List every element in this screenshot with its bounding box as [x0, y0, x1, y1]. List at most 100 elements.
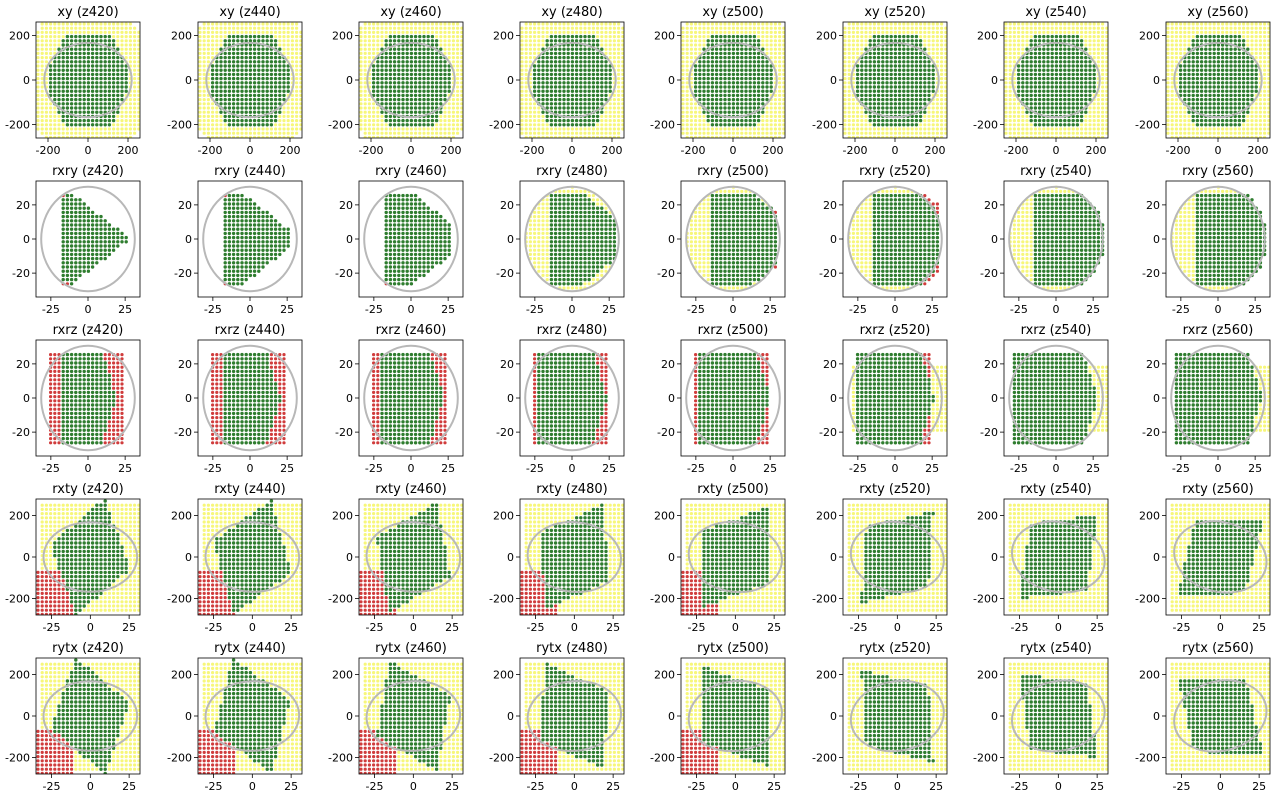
- y-tick-label: -200: [328, 119, 353, 132]
- inside-points: [549, 193, 617, 286]
- y-tick-label: -200: [812, 592, 837, 605]
- reference-circle: [205, 41, 295, 119]
- x-tick-label: 0: [1217, 621, 1224, 634]
- subplot-title: xy (z460): [380, 5, 441, 20]
- outside-points: [202, 503, 302, 612]
- x-tick-label: -25: [527, 621, 545, 634]
- x-tick-label: 25: [280, 462, 294, 475]
- inside-points: [855, 352, 935, 445]
- outside-points: [524, 503, 624, 612]
- plot-area: [40, 344, 136, 452]
- y-tick-label: -20: [980, 267, 998, 280]
- x-tick-label: -25: [850, 780, 868, 793]
- y-tick-label: 0: [668, 710, 675, 723]
- reference-circle: [847, 185, 943, 293]
- x-tick-label: -200: [843, 144, 868, 157]
- subplot-title: rytx (z460): [375, 641, 447, 656]
- x-tick-label: 25: [925, 462, 939, 475]
- x-tick-label: -200: [681, 144, 706, 157]
- y-tick-label: 20: [16, 199, 30, 212]
- subplot-xy-z520-: xy (z520) -200 0 200 -200 0 200: [812, 5, 948, 157]
- plot-area: [843, 22, 947, 138]
- x-tick-label: 25: [284, 780, 298, 793]
- y-tick-label: 0: [346, 392, 353, 405]
- subplot-rxrz-z540-: rxrz (z540) -25 0 25 -20 0 20: [980, 323, 1109, 475]
- y-tick-label: -200: [489, 119, 514, 132]
- reference-circle: [1008, 185, 1104, 293]
- y-tick-label: 20: [823, 199, 837, 212]
- subplot-xy-z560-: xy (z560) -200 0 200 -200 0 200: [1135, 5, 1271, 157]
- x-tick-label: 25: [1248, 303, 1262, 316]
- y-tick-label: 200: [9, 669, 30, 682]
- y-tick-label: 20: [178, 199, 192, 212]
- y-tick-label: -20: [657, 267, 675, 280]
- x-tick-label: 25: [767, 780, 781, 793]
- subplot-rxry-z500-: rxry (z500) -25 0 25 -20 0 20: [657, 164, 786, 316]
- x-tick-label: 25: [1090, 621, 1104, 634]
- subplot-rxrz-z460-: rxrz (z460) -25 0 25 -20 0 20: [335, 323, 464, 475]
- inside-points: [1012, 352, 1096, 445]
- x-tick-label: 25: [602, 303, 616, 316]
- plot-area: [202, 344, 298, 452]
- y-tick-label: 200: [171, 29, 192, 42]
- plot-area: [36, 22, 140, 138]
- x-tick-label: 200: [118, 144, 139, 157]
- y-tick-label: 200: [977, 669, 998, 682]
- subplot-rxty-z540-: rxty (z540) -25 0 25 -200 0 200: [973, 482, 1109, 634]
- y-tick-label: 0: [185, 710, 192, 723]
- subplot-rytx-z440-: rytx (z440) -25 0 25 -200 0 200: [167, 641, 303, 793]
- x-tick-label: 25: [445, 780, 459, 793]
- outside-points: [685, 662, 785, 771]
- subplot-title: rxrz (z420): [53, 323, 124, 338]
- y-tick-label: -200: [489, 751, 514, 764]
- inside-points: [384, 193, 451, 286]
- y-tick-label: 0: [991, 233, 998, 246]
- y-tick-label: 0: [991, 392, 998, 405]
- x-tick-label: 25: [441, 462, 455, 475]
- x-tick-label: 0: [892, 144, 899, 157]
- x-tick-label: 25: [925, 303, 939, 316]
- inside-points: [541, 503, 608, 608]
- reference-circle: [1010, 679, 1106, 753]
- y-tick-label: -200: [328, 592, 353, 605]
- x-tick-label: -25: [43, 621, 61, 634]
- reference-circle: [42, 680, 139, 752]
- inside-points: [872, 193, 940, 286]
- x-tick-label: 25: [1086, 303, 1100, 316]
- failing-points: [36, 570, 74, 615]
- reference-circle: [524, 185, 620, 293]
- y-tick-label: 0: [668, 233, 675, 246]
- subplot-rxrz-z520-: rxrz (z520) -25 0 25 -20 0 20: [819, 323, 948, 475]
- x-tick-label: 0: [408, 303, 415, 316]
- y-tick-label: 0: [1153, 392, 1160, 405]
- reference-circle: [688, 41, 778, 119]
- y-tick-label: 200: [493, 669, 514, 682]
- y-tick-label: 200: [816, 669, 837, 682]
- plot-area: [1170, 185, 1267, 293]
- reference-circle: [363, 185, 459, 293]
- x-tick-label: -25: [366, 780, 384, 793]
- inside-points: [710, 193, 778, 286]
- subplot-rytx-z500-: rytx (z500) -25 0 25 -200 0 200: [650, 641, 786, 793]
- subplot-rxrz-z480-: rxrz (z480) -25 0 25 -20 0 20: [496, 323, 625, 475]
- x-tick-label: 0: [892, 303, 899, 316]
- x-tick-label: -200: [198, 144, 223, 157]
- y-tick-label: 200: [654, 669, 675, 682]
- x-tick-label: 200: [441, 144, 462, 157]
- x-tick-label: 0: [1053, 303, 1060, 316]
- subplot-rytx-z480-: rytx (z480) -25 0 25 -200 0 200: [489, 641, 625, 793]
- x-tick-label: 0: [249, 780, 256, 793]
- y-tick-label: 200: [1139, 510, 1160, 523]
- y-tick-label: -20: [1142, 426, 1160, 439]
- reference-circle: [1173, 520, 1268, 594]
- x-tick-label: 200: [280, 144, 301, 157]
- outside-points: [847, 662, 947, 771]
- subplot-rxry-z480-: rxry (z480) -25 0 25 -20 0 20: [496, 164, 625, 316]
- x-tick-label: 0: [730, 144, 737, 157]
- y-tick-label: 20: [984, 358, 998, 371]
- y-tick-label: 20: [178, 358, 192, 371]
- outside-points: [1170, 662, 1270, 771]
- reference-circle: [40, 344, 136, 452]
- reference-circle: [43, 41, 133, 119]
- y-tick-label: 200: [171, 510, 192, 523]
